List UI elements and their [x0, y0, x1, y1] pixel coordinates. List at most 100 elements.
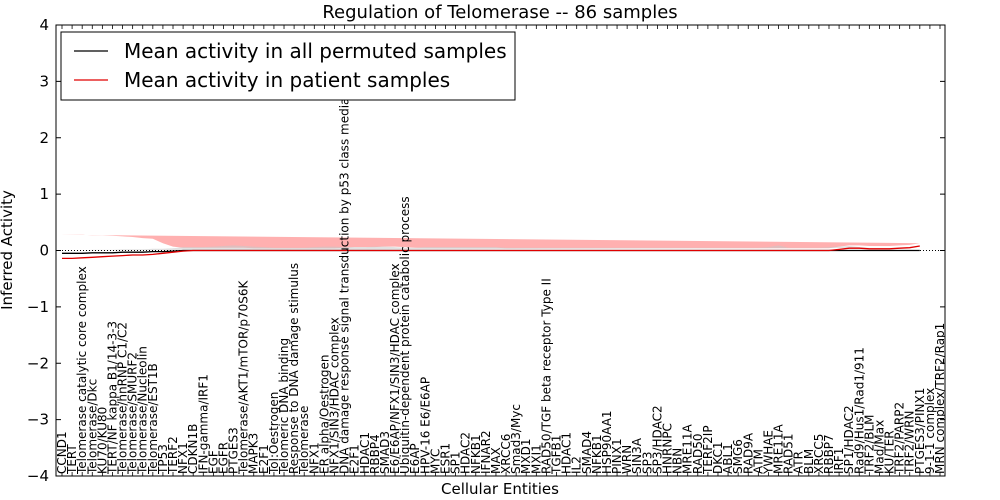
category-label: BLM [802, 449, 816, 474]
category-label: Telomerase/Dkc [85, 379, 99, 475]
legend-label-permuted: Mean activity in all permuted samples [124, 39, 507, 63]
category-label: RAD9A [741, 432, 755, 474]
category-label: RAD50 [691, 433, 705, 474]
category-label: YWHAE [761, 430, 775, 475]
category-label: HDAC2 [459, 432, 473, 474]
legend-label-patient: Mean activity in patient samples [124, 68, 450, 92]
category-label: KU70/KU80 [95, 407, 109, 474]
category-label: PTGES3 [227, 427, 241, 474]
category-label: MRE11A [772, 423, 786, 474]
category-label: DNA damage response signal transduction … [338, 81, 352, 474]
category-label: HPV-16 E6/E6AP [418, 377, 432, 474]
category-label: RBBP4 [368, 434, 382, 474]
category-label: MYC [428, 449, 442, 474]
x-axis-label: Cellular Entities [441, 480, 559, 498]
category-label: Rad9/Hus1/Rad1/911 [852, 347, 866, 474]
chart-title: Regulation of Telomerase -- 86 samples [322, 2, 677, 23]
category-label: CCND1 [55, 431, 69, 474]
patient-band [62, 234, 920, 249]
category-label: Telomerase/EST1B [146, 363, 160, 475]
category-label: 9-1-1 complex [923, 388, 937, 474]
legend: Mean activity in all permuted samples Me… [60, 31, 516, 101]
permuted-band [62, 245, 920, 251]
category-label: CDKN1B [186, 424, 200, 474]
y-tick-label: −1 [27, 298, 49, 316]
y-tick-label: −4 [27, 467, 49, 485]
category-label: SP3/HDAC2 [650, 405, 664, 474]
category-label: HNRNPC [661, 423, 675, 474]
category-label: NBN [671, 448, 685, 474]
y-tick-label: 4 [39, 16, 49, 34]
category-label: EGF [206, 450, 220, 474]
category-label: PINX1 [610, 438, 624, 474]
category-label: SIN3A [630, 437, 644, 474]
confidence-bands [62, 234, 920, 251]
category-label: NFX1 [176, 442, 190, 474]
category-label: SP1/HDAC2 [842, 405, 856, 474]
category-label: IRF1 [832, 448, 846, 474]
category-label: MXI1 [529, 444, 543, 474]
category-label: TP53 [156, 444, 170, 475]
y-tick-label: 3 [39, 72, 49, 90]
category-label: XRCC5 [812, 434, 826, 474]
category-label: ESR1 [439, 443, 453, 474]
y-tick-label: 1 [39, 185, 49, 203]
category-label: HSP90AA1 [600, 410, 614, 474]
category-label: RAD51 [782, 433, 796, 474]
category-label: MRE11A [681, 423, 695, 474]
category-label: TERF2IP [701, 425, 715, 475]
category-label: E6/E6AP/NFX1/SIN3/HDAC complex [388, 263, 402, 474]
x-axis-ticks [61, 25, 941, 476]
category-label: TGFB1 [550, 435, 564, 475]
category-label: Telomeric DNA binding [277, 338, 291, 475]
category-label: KU/TER [883, 430, 897, 474]
category-label: RBBP7 [822, 434, 836, 474]
category-label: Telomerase/hnRNP C1/C2 [116, 322, 130, 475]
category-label: SMAD4 [580, 431, 594, 474]
y-tick-label: 2 [39, 129, 49, 147]
category-label: TRF2/BLM [862, 414, 876, 475]
category-label: DKC1 [711, 442, 725, 474]
category-label: NFX1/SIN3/HDAC complex [328, 317, 342, 474]
category-label: PTGES3/PINX1 [913, 388, 927, 474]
legend-box [60, 31, 516, 101]
category-label: MAPK3 [247, 433, 261, 474]
category-label: NFKB1 [590, 434, 604, 474]
category-label: MRN complex/TRF2/Rap1 [933, 323, 947, 474]
category-label: WRN [620, 445, 634, 474]
category-label: RAD50/TGF beta receptor Type II [539, 278, 553, 474]
category-label: ER alpha/Oestrogen [317, 355, 331, 474]
category-label: NFKB1 [469, 434, 483, 474]
category-label: E6AP [408, 443, 422, 474]
y-tick-label: −2 [27, 354, 49, 372]
category-label: HDAC1 [358, 432, 372, 474]
category-label: SMG6 [731, 439, 745, 474]
category-label: E2F1 [348, 444, 362, 474]
y-axis-ticks: −4 −3 −2 −1 0 1 2 3 4 [27, 16, 945, 485]
category-label: HDAC1 [560, 432, 574, 474]
category-label: SP1 [449, 452, 463, 475]
category-label: Mad/Max [872, 420, 886, 474]
category-label: Telomerase/SMURF2 [126, 352, 140, 475]
category-label: TERF2 [166, 436, 180, 475]
category-label: E2F1 [257, 444, 271, 474]
category-label: MAX [489, 447, 503, 474]
y-tick-label: 0 [39, 242, 49, 260]
category-label: SMAD3 [378, 431, 392, 474]
category-label: TERT [65, 444, 79, 475]
category-label: TERT/NF kappa B1/14-3-3 [106, 321, 120, 475]
category-label: XRCC6 [499, 434, 513, 474]
category-label: MXD1 [519, 439, 533, 474]
category-label: Response to DNA damage stimulus [287, 263, 301, 474]
category-label: TRF2/WRN [903, 411, 917, 475]
category-label: TRF2/PARP2 [893, 402, 907, 475]
y-axis-label: Inferred Activity [0, 190, 16, 310]
category-label: Telomerase/Nucleolin [136, 346, 150, 475]
category-label: IFNAR2 [479, 430, 493, 474]
category-label: EGFR [217, 442, 231, 474]
category-label: ATR [792, 451, 806, 474]
category-label: Tol:Oestrogen [267, 392, 281, 475]
category-label: NFX1 [307, 442, 321, 474]
